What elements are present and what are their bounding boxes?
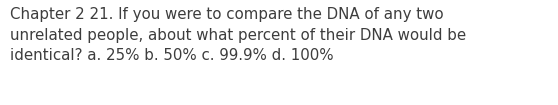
Text: Chapter 2 21. If you were to compare the DNA of any two
unrelated people, about : Chapter 2 21. If you were to compare the… [10, 7, 466, 63]
